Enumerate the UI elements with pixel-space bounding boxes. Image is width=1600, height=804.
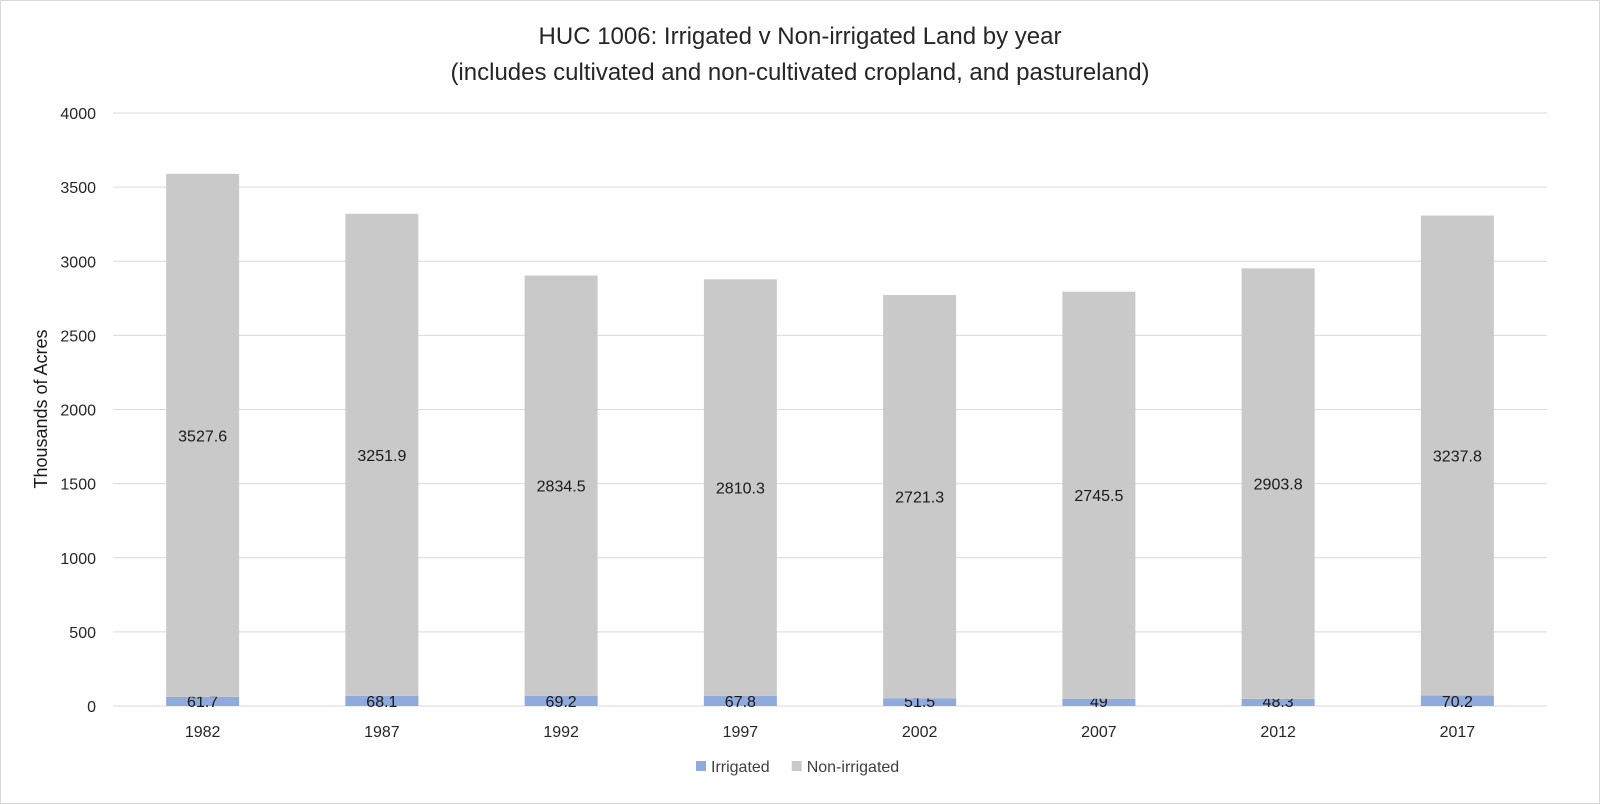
y-tick-label: 4000 [60,106,96,123]
y-tick-label: 0 [87,699,96,716]
y-axis-label: Thousands of Acres [31,329,51,488]
bar-non-irrigated-1997 [703,279,777,696]
bar-irrigated-1997 [703,695,777,706]
legend-label-non-irrigated: Non-irrigated [807,759,899,776]
data-label-non-irrigated-1987: 3251.9 [357,448,406,465]
chart-title: HUC 1006: Irrigated v Non-irrigated Land… [539,23,1062,50]
bar-non-irrigated-1982 [166,173,240,697]
data-label-irrigated-2017: 70.2 [1442,694,1473,711]
bar-irrigated-1987 [345,695,419,706]
x-tick-label: 2017 [1440,724,1476,741]
y-tick-label: 1500 [60,477,96,494]
y-tick-labels: 0 500 1000 1500 2000 2500 3000 3500 4000 [60,106,96,716]
data-label-irrigated-1997: 67.8 [725,694,756,711]
data-label-irrigated-1992: 69.2 [546,694,577,711]
x-tick-label: 1992 [543,724,579,741]
bar-non-irrigated-1992 [524,275,598,696]
x-tick-label: 1987 [364,724,400,741]
y-tick-label: 3000 [60,254,96,271]
gridlines [113,112,1547,707]
bar-non-irrigated-2007 [1062,291,1136,699]
data-label-non-irrigated-2017: 3237.8 [1433,449,1482,466]
bar-irrigated-2002 [883,698,957,706]
x-tick-label: 2007 [1081,724,1117,741]
y-tick-label: 2500 [60,328,96,345]
x-tick-label: 2002 [902,724,938,741]
legend-swatch-non-irrigated [791,761,802,771]
y-tick-label: 1000 [60,551,96,568]
bar-irrigated-1992 [524,695,598,706]
x-tick-label: 2012 [1260,724,1296,741]
data-label-non-irrigated-2007: 2745.5 [1074,488,1123,505]
y-tick-label: 2000 [60,403,96,420]
legend-swatch-irrigated [696,761,706,771]
bar-irrigated-2012 [1241,698,1315,706]
bar-non-irrigated-2002 [883,294,957,699]
data-label-non-irrigated-1992: 2834.5 [537,479,586,496]
data-label-non-irrigated-2002: 2721.3 [895,490,944,507]
bar-non-irrigated-2012 [1241,268,1315,699]
data-label-non-irrigated-2012: 2903.8 [1254,477,1303,494]
bar-irrigated-1982 [166,696,240,706]
data-label-non-irrigated-1997: 2810.3 [716,481,765,498]
bar-non-irrigated-2017 [1420,215,1494,696]
data-label-irrigated-1987: 68.1 [366,694,397,711]
x-tick-label: 1982 [185,724,221,741]
data-label-irrigated-1982: 61.7 [187,694,218,711]
x-tick-label: 1997 [723,724,759,741]
bar-irrigated-2007 [1062,698,1136,706]
y-tick-label: 3500 [60,180,96,197]
bar-irrigated-2017 [1420,695,1494,706]
y-tick-label: 500 [69,625,96,642]
bars: 61.7 3527.6 68.1 3251.9 69.2 2834.5 67.8 2810.3… [166,173,1494,711]
legend-label-irrigated: Irrigated [711,759,770,776]
chart-subtitle: (includes cultivated and non-cultivated … [450,59,1149,86]
x-tick-labels: 1982 1987 1992 1997 2002 2007 2012 2017 [185,724,1475,741]
data-label-non-irrigated-1982: 3527.6 [178,428,227,445]
legend: Irrigated Non-irrigated [696,759,899,776]
bar-non-irrigated-1987 [345,213,419,696]
